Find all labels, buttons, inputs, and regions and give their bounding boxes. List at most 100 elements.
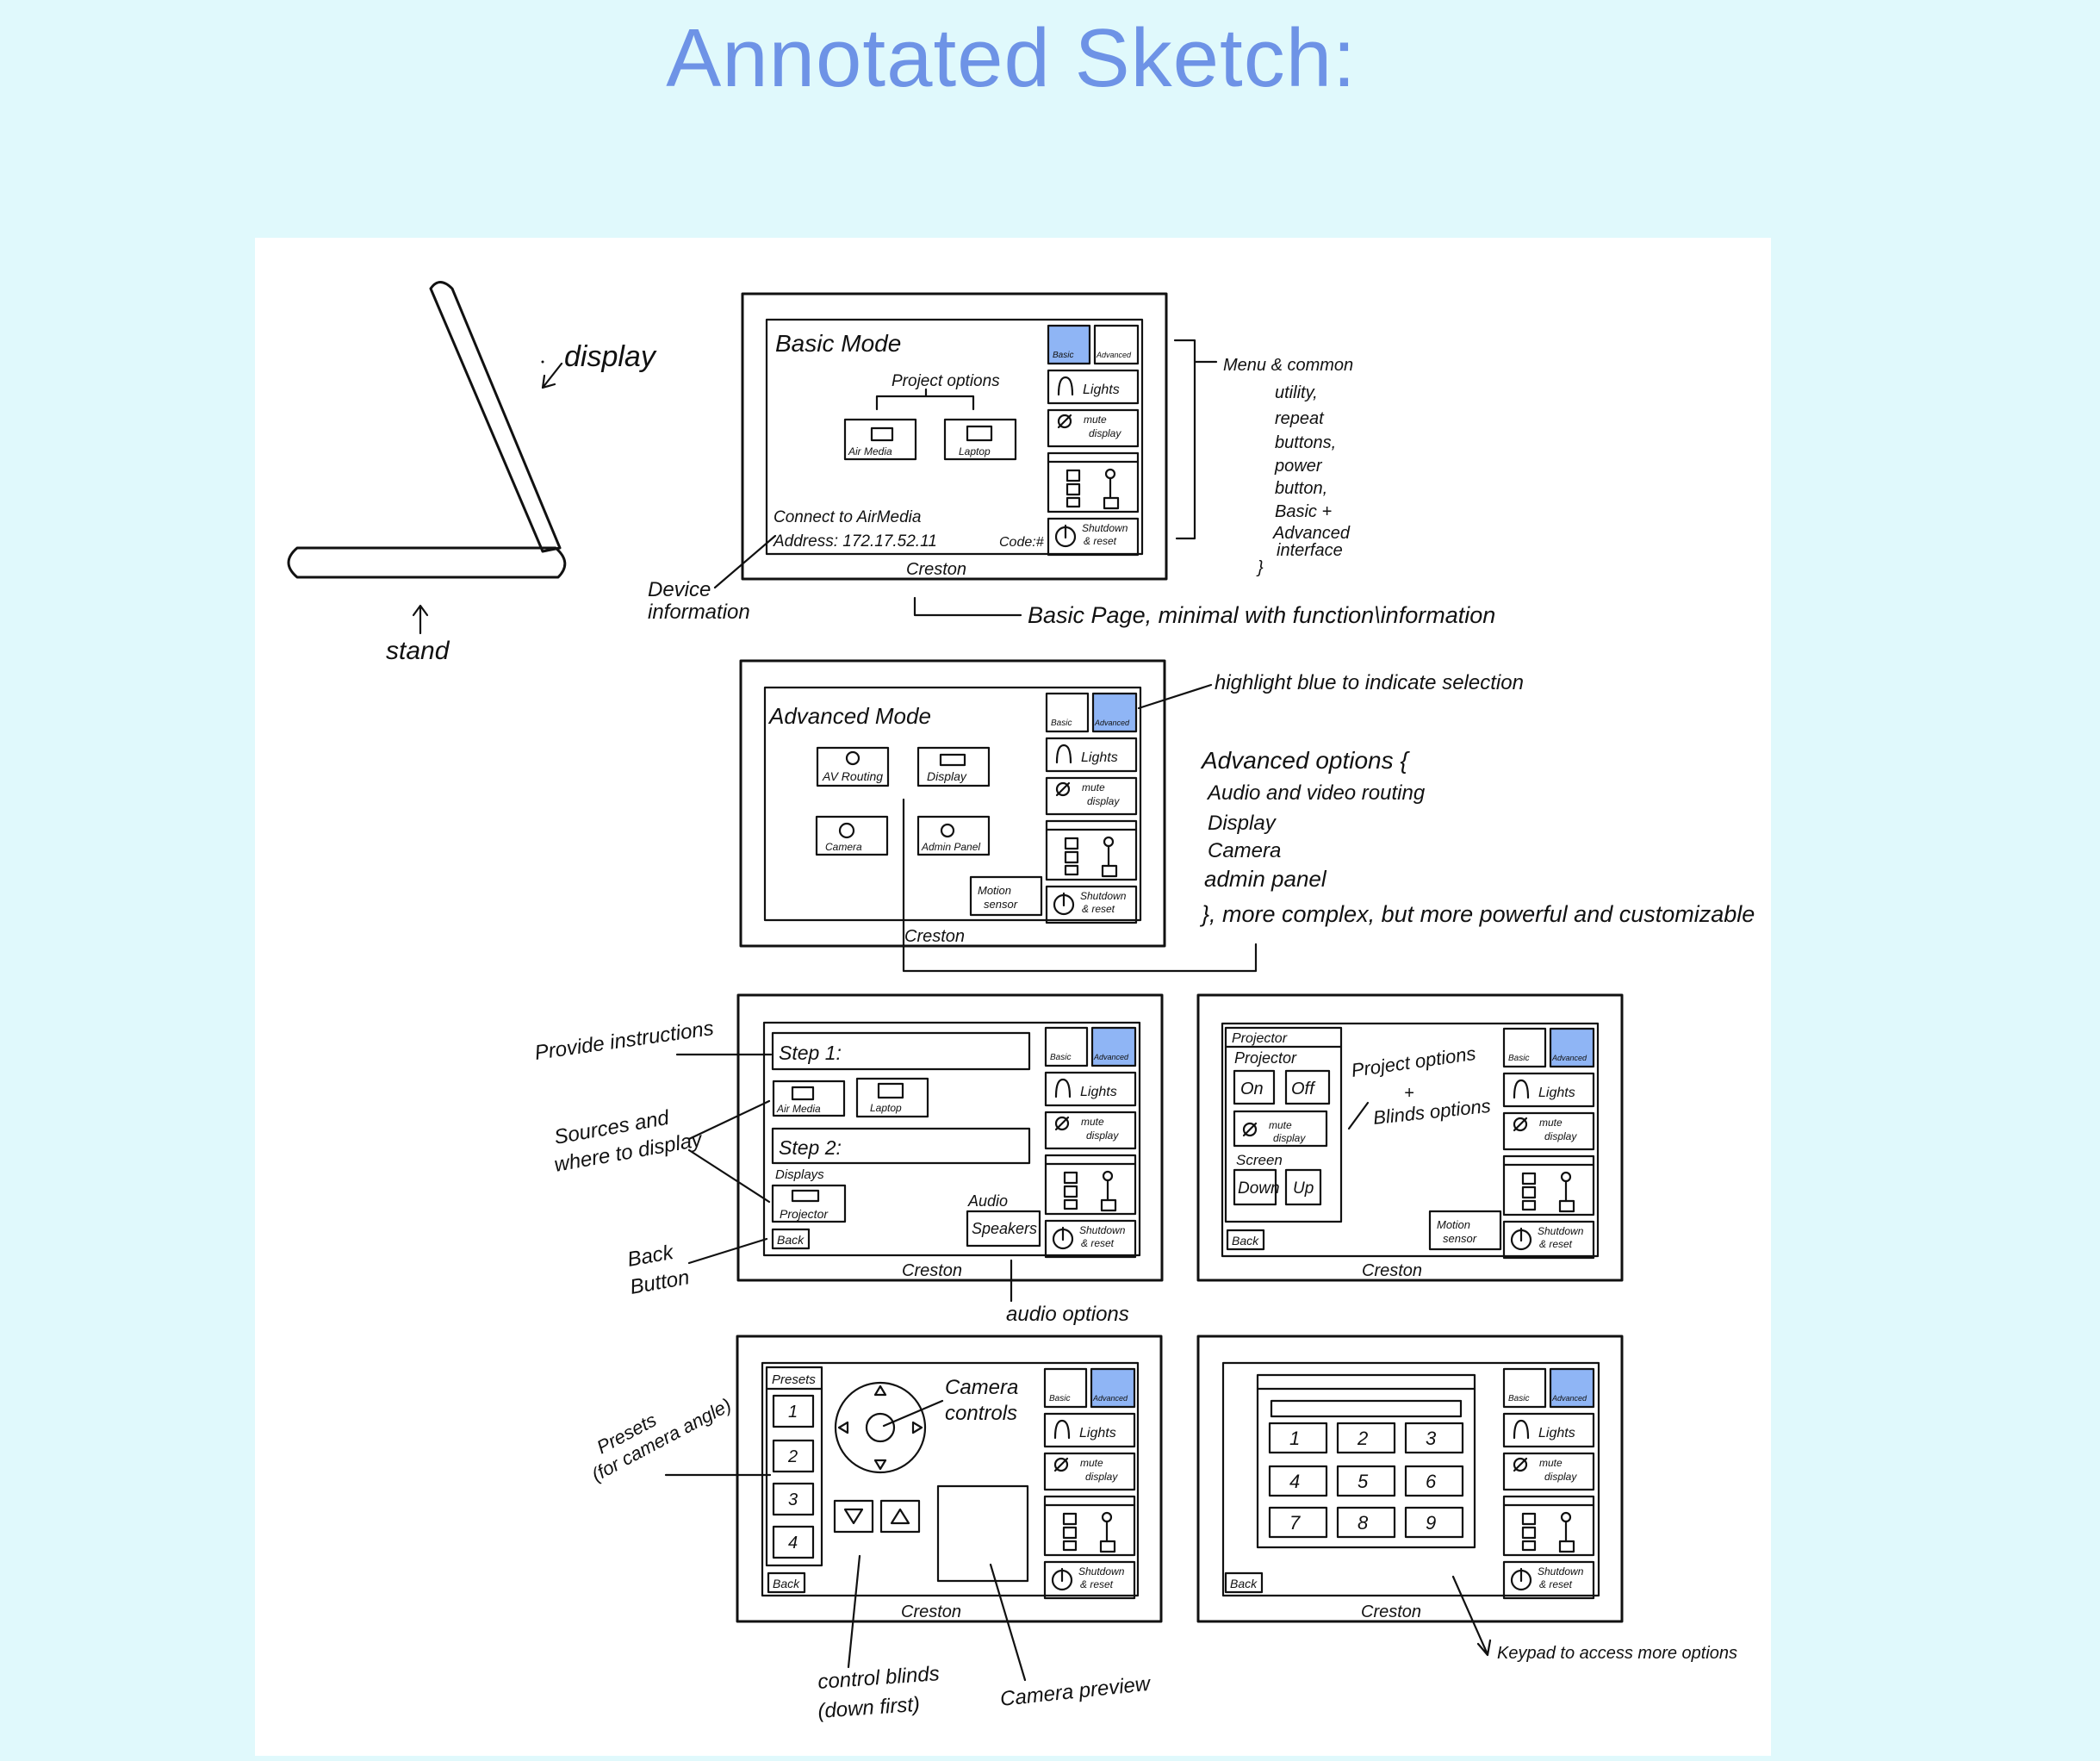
advanced-mode-title: Advanced Mode [767,703,931,729]
reset-label: & reset [1080,1578,1114,1590]
mute-label: mute [1539,1457,1563,1469]
speakers-button[interactable] [966,1210,1041,1248]
projector-button[interactable] [771,1184,847,1223]
reset-label: & reset [1082,903,1115,915]
address-text: Address: 172.17.52.11 [773,532,937,551]
key-9[interactable] [1404,1506,1464,1539]
reset-label: & reset [1081,1237,1115,1249]
camera-screen: Presets 1 2 3 4 Back Basic Advanced Ligh… [736,1335,1163,1623]
connect-text: Connect to AirMedia [774,508,921,526]
back-button[interactable] [771,1228,811,1250]
projector-section-label: Projector [1234,1049,1297,1067]
camera-button[interactable] [815,815,889,856]
adv-options-note-5: admin panel [1204,866,1327,892]
shutdown-label: Shutdown [1079,1224,1126,1236]
preset-1-button[interactable] [772,1394,815,1428]
key-8[interactable] [1336,1506,1396,1539]
key-5[interactable] [1336,1465,1396,1497]
brand-label: Creston [902,1261,962,1280]
routing-annotations: Provide instructions Sources and where t… [533,1017,1129,1326]
lights-label: Lights [1538,1426,1575,1441]
back-button[interactable] [767,1571,806,1594]
mute-display-label: display [1087,795,1120,807]
mute-display-button[interactable] [1233,1110,1328,1148]
brand-label: Creston [1362,1261,1422,1280]
preset-1-label: 1 [788,1403,798,1422]
projector-label: Projector [780,1207,829,1221]
back-button[interactable] [1224,1571,1264,1594]
mute-display-label: display [1544,1130,1577,1142]
advanced-options-annotation: Advanced options { Audio and video routi… [902,747,1755,973]
basic-tab-label: Basic [1050,1053,1071,1062]
preset-2-label: 2 [787,1447,798,1466]
back-label: Back [1232,1234,1259,1248]
projector-tab-label: Projector [1232,1031,1288,1046]
preset-4-button[interactable] [772,1525,815,1559]
key-4-label: 4 [1289,1471,1300,1492]
brand-label: Creston [906,560,966,579]
mute-label: mute [1082,781,1105,793]
display-button[interactable] [916,746,991,787]
key-4[interactable] [1268,1465,1328,1497]
project-blinds-note-3: Blinds options [1372,1095,1492,1129]
basic-page-annotation: Basic Page, minimal with function\inform… [913,596,1495,628]
sensor-label: sensor [1443,1232,1477,1245]
brand-label: Creston [1361,1602,1421,1621]
blinds-up-button[interactable] [879,1499,921,1534]
back-button-note-2: Button [628,1266,691,1299]
admin-panel-button[interactable] [916,815,991,856]
mute-label: mute [1081,1116,1104,1128]
back-label: Back [1230,1577,1258,1590]
projector-on-button[interactable] [1233,1069,1276,1105]
back-button[interactable] [1226,1229,1265,1251]
basic-mode-title: Basic Mode [775,330,901,357]
adv-options-note-4: Camera [1208,839,1281,862]
menu-note-8: Advanced [1272,524,1351,543]
key-1-label: 1 [1289,1428,1300,1449]
camera-dpad[interactable] [834,1381,927,1474]
key-2[interactable] [1336,1422,1396,1454]
step2-label: Step 2: [779,1136,842,1159]
key-1[interactable] [1268,1422,1328,1454]
laptop-button[interactable] [943,418,1017,461]
laptop-button[interactable] [855,1077,929,1118]
key-6-label: 6 [1426,1471,1437,1492]
control-blinds-note-2: (down first) [817,1693,921,1723]
basic-tab-label: Basic [1508,1394,1529,1403]
display-label-adv: Display [927,769,967,783]
shutdown-label: Shutdown [1082,522,1128,534]
adv-options-note-1: Advanced options { [1200,747,1410,774]
back-label: Back [773,1577,800,1590]
screen-up-button[interactable] [1284,1168,1322,1206]
basic-mode-screen: Basic Mode Project options Air Media Lap… [741,292,1168,581]
key-7[interactable] [1268,1506,1328,1539]
laptop-label: Laptop [870,1102,902,1114]
camera-label: Camera [825,841,862,853]
airmedia-button[interactable] [843,418,917,461]
preset-3-button[interactable] [772,1482,815,1516]
on-label: On [1240,1080,1264,1098]
keypad-note: Keypad to access more options [1497,1644,1737,1663]
highlight-annotation: highlight blue to indicate selection [1137,671,1524,710]
project-blinds-note-1: Project options [1350,1042,1477,1081]
preset-2-button[interactable] [772,1439,815,1473]
projector-off-button[interactable] [1284,1069,1331,1105]
screen-down-button[interactable] [1233,1168,1277,1206]
menu-note-4: buttons, [1275,433,1336,452]
mute-label: mute [1080,1457,1103,1469]
key-6[interactable] [1404,1465,1464,1497]
motion-sensor-button[interactable] [969,875,1043,917]
camera-controls-note-2: controls [945,1402,1017,1425]
key-3[interactable] [1404,1422,1464,1454]
back-button-note-1: Back [625,1241,676,1272]
mute-display-label: display [1086,1129,1119,1142]
device-info-annotation: Device information [648,534,777,624]
av-routing-button[interactable] [816,746,890,787]
blinds-down-button[interactable] [833,1499,874,1534]
tablet-stand-sketch: display stand [287,281,657,665]
camera-preview-note: Camera preview [999,1672,1153,1711]
motion-sensor-button[interactable] [1428,1210,1502,1251]
code-text: Code:# [999,535,1045,550]
menu-note-2: utility, [1275,383,1318,402]
airmedia-button[interactable] [772,1080,846,1117]
